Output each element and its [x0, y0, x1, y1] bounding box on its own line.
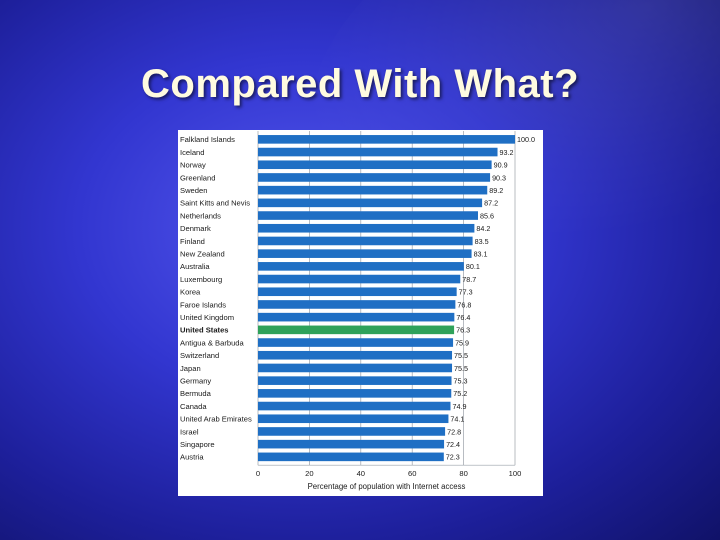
category-label: Korea [180, 288, 201, 297]
x-axis-title: Percentage of population with Internet a… [308, 482, 466, 491]
bar [258, 338, 454, 347]
value-label: 75.9 [455, 338, 469, 347]
bar [258, 274, 461, 284]
bar [258, 160, 492, 170]
category-label: Antigua & Barbuda [180, 338, 245, 347]
category-label: Japan [180, 364, 201, 373]
value-label: 83.5 [475, 237, 489, 246]
value-label: 74.1 [450, 415, 464, 424]
x-tick-label: 20 [305, 469, 313, 478]
category-label: Greenland [180, 173, 215, 182]
value-label: 78.7 [462, 275, 476, 284]
value-label: 76.8 [457, 300, 471, 309]
bar [258, 439, 445, 449]
value-label: 90.3 [492, 173, 506, 182]
value-label: 75.5 [454, 364, 468, 373]
category-label: Switzerland [180, 351, 219, 360]
category-label: United Kingdom [180, 313, 234, 322]
bar [258, 427, 446, 436]
category-label: Australia [180, 262, 210, 271]
chart-panel: Falkland Islands 100.0 Iceland 93.2 Norway 90… [178, 130, 543, 496]
x-tick-label: 60 [408, 469, 416, 478]
bar [258, 198, 483, 208]
value-label: 87.2 [484, 199, 498, 208]
value-label: 72.4 [446, 440, 460, 449]
value-label: 100.0 [517, 135, 535, 144]
value-label: 93.2 [500, 148, 514, 157]
category-label: Israel [180, 427, 199, 436]
bar [258, 236, 473, 246]
value-label: 77.3 [459, 288, 473, 297]
category-label: Canada [180, 402, 207, 411]
bar [258, 300, 456, 309]
value-label: 80.1 [466, 262, 480, 271]
value-label: 90.9 [494, 161, 508, 170]
value-label: 72.8 [447, 427, 461, 436]
bar [258, 350, 453, 360]
bar [258, 135, 515, 144]
category-label: Singapore [180, 440, 215, 449]
bar [258, 185, 488, 195]
bar [258, 173, 491, 182]
bar [258, 223, 475, 233]
category-label: Faroe Islands [180, 300, 226, 309]
value-label: 75.5 [454, 351, 468, 360]
bar [258, 211, 478, 220]
category-label: Bermuda [180, 389, 212, 398]
bar [258, 262, 464, 271]
bar [258, 147, 498, 157]
category-label: Norway [180, 161, 206, 170]
category-label: Iceland [180, 148, 205, 157]
category-label: Germany [180, 376, 211, 385]
bar [258, 401, 451, 411]
bar [258, 325, 455, 335]
value-label: 75.3 [454, 376, 468, 385]
category-label: Netherlands [180, 211, 221, 220]
category-label: New Zealand [180, 249, 225, 258]
slide-title: Compared With What? [141, 62, 579, 106]
category-label: Saint Kitts and Nevis [180, 199, 250, 208]
category-label: Luxembourg [180, 275, 222, 284]
category-label: United Arab Emirates [180, 415, 252, 424]
bar [258, 414, 449, 424]
value-label: 89.2 [489, 186, 503, 195]
internet-access-bar-chart: Falkland Islands 100.0 Iceland 93.2 Norway 90… [180, 131, 535, 491]
x-tick-label: 0 [256, 469, 260, 478]
bar [258, 376, 452, 385]
category-label: Finland [180, 237, 205, 246]
x-tick-label: 100 [509, 469, 522, 478]
value-label: 84.2 [476, 224, 490, 233]
bar [258, 452, 444, 462]
bar [258, 389, 452, 398]
value-label: 83.1 [474, 249, 488, 258]
value-label: 72.3 [446, 453, 460, 462]
bar [258, 312, 455, 322]
bar [258, 363, 453, 373]
bar [258, 287, 457, 297]
value-label: 75.2 [453, 389, 467, 398]
value-label: 85.6 [480, 211, 494, 220]
category-label: Sweden [180, 186, 207, 195]
category-label: Austria [180, 453, 204, 462]
category-label: United States [180, 326, 229, 335]
bar [258, 249, 472, 258]
x-tick-label: 80 [459, 469, 467, 478]
x-tick-label: 40 [357, 469, 365, 478]
value-label: 76.4 [456, 313, 470, 322]
category-label: Falkland Islands [180, 135, 235, 144]
category-label: Denmark [180, 224, 211, 233]
value-label: 74.9 [452, 402, 466, 411]
value-label: 76.3 [456, 326, 470, 335]
